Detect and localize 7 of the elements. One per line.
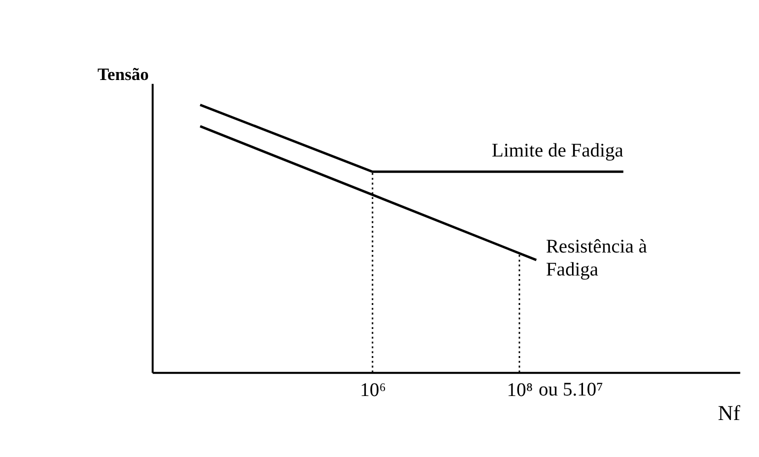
x-tick-label: 10⁶ <box>360 380 386 401</box>
x-axis-title: Nf <box>718 401 742 426</box>
text: ou 5.10⁷ <box>538 380 604 401</box>
series-label: Limite de Fadiga <box>492 140 624 162</box>
y-axis-title: Tensão <box>97 65 149 84</box>
x-tick-label: 10⁸ <box>506 380 533 401</box>
series-label: Resistência à Fadiga <box>546 236 648 280</box>
